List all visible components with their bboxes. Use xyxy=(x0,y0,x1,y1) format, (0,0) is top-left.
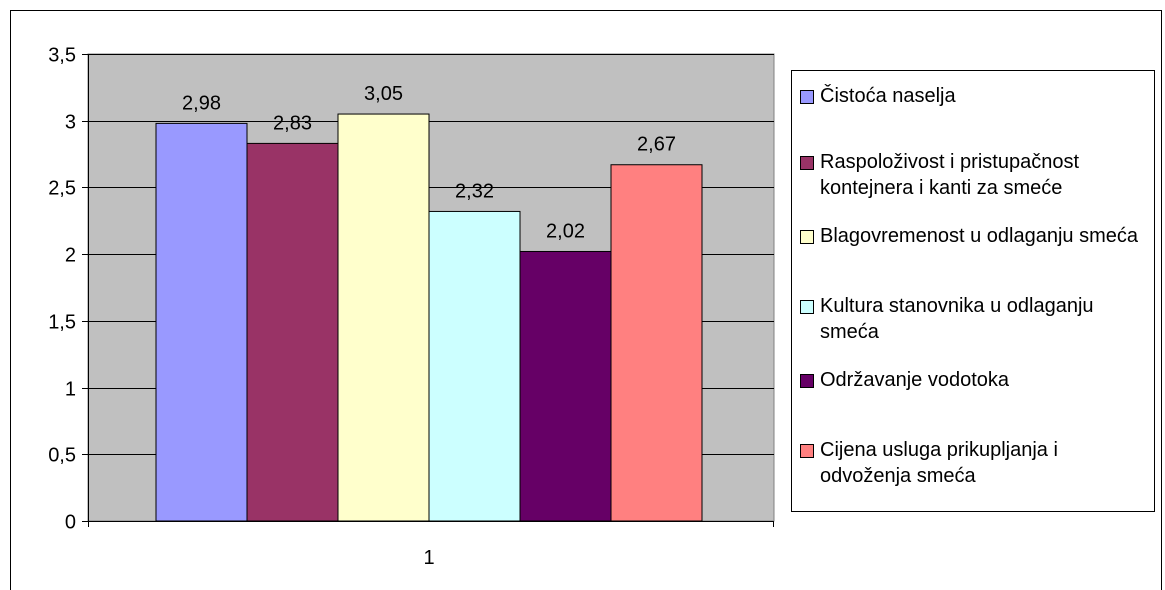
legend-swatch xyxy=(800,230,814,244)
legend-swatch xyxy=(800,300,814,314)
chart-frame xyxy=(10,10,1162,590)
y-tick-label: 3 xyxy=(65,112,76,134)
y-tick-label: 2 xyxy=(65,245,76,267)
y-tick-label: 0,5 xyxy=(48,445,76,467)
legend-label: Kultura stanovnika u odlaganju smeća xyxy=(820,295,1094,343)
y-tick-label: 0 xyxy=(65,512,76,534)
legend-item-kultura: Kultura stanovnika u odlaganju smeća xyxy=(800,293,1150,345)
x-tick-label: 1 xyxy=(423,547,434,569)
y-tick-label: 1,5 xyxy=(48,312,76,334)
data-label: 2,98 xyxy=(182,92,221,114)
legend-item-odrzavanje: Održavanje vodotoka xyxy=(800,367,1150,393)
legend-label: Cijena usluga prikupljanja i odvoženja s… xyxy=(820,439,1058,487)
legend-label: Održavanje vodotoka xyxy=(820,369,1010,391)
legend-label: Blagovremenost u odlaganju smeća xyxy=(820,225,1138,247)
bar xyxy=(519,250,612,522)
legend-item-cistoca: Čistoća naselja xyxy=(800,83,1150,109)
legend-swatch xyxy=(800,444,814,458)
legend-swatch xyxy=(800,90,814,104)
y-tick-label: 3,5 xyxy=(48,45,76,67)
data-label: 3,05 xyxy=(364,83,403,105)
bar xyxy=(428,210,521,522)
data-label: 2,32 xyxy=(455,180,494,202)
data-label: 2,67 xyxy=(637,134,676,156)
y-tick-label: 1 xyxy=(65,379,76,401)
legend-swatch xyxy=(800,374,814,388)
bar xyxy=(246,142,339,522)
legend-item-raspolozivost: Raspoloživost i pristupačnost kontejnera… xyxy=(800,149,1150,201)
legend-swatch xyxy=(800,156,814,170)
legend-label: Raspoloživost i pristupačnost kontejnera… xyxy=(820,151,1080,199)
legend-label: Čistoća naselja xyxy=(820,85,956,107)
bar xyxy=(337,113,430,522)
y-tick-label: 2,5 xyxy=(48,178,76,200)
data-label: 2,02 xyxy=(546,220,585,242)
bar xyxy=(155,122,248,522)
bar xyxy=(610,164,703,522)
legend-item-cijena: Cijena usluga prikupljanja i odvoženja s… xyxy=(800,437,1150,489)
legend-item-blagovremenost: Blagovremenost u odlaganju smeća xyxy=(800,223,1150,249)
chart-legend: Čistoća naselja Raspoloživost i pristupa… xyxy=(791,70,1155,512)
data-label: 2,83 xyxy=(273,112,312,134)
